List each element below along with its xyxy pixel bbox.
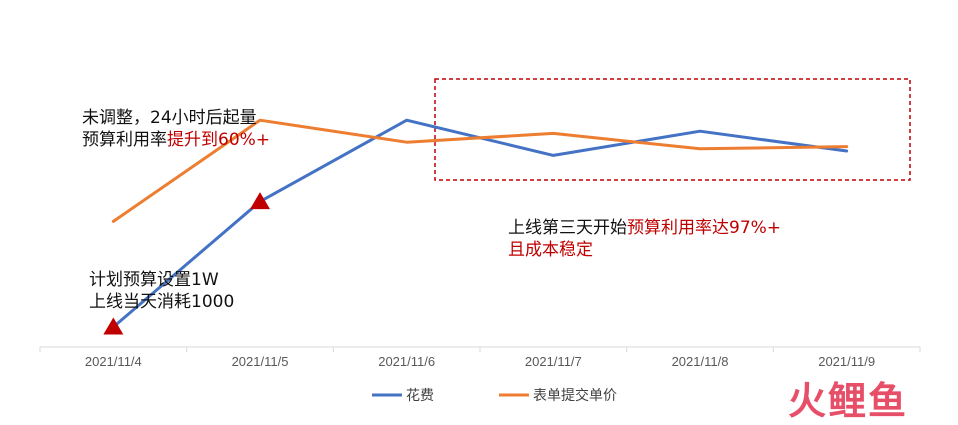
annotation-stable-prefix: 上线第三天开始 [508,218,627,238]
x-tick-label: 2021/11/8 [672,354,729,369]
annotation-ramp-up-line2: 预算利用率提升到60%+ [82,129,270,151]
x-tick-label: 2021/11/9 [818,354,875,369]
annotation-ramp-up-prefix: 预算利用率 [82,130,167,150]
annotation-launch-line2: 上线当天消耗1000 [89,292,235,312]
legend-label: 表单提交单价 [533,387,617,404]
x-tick-label: 2021/11/6 [378,354,435,369]
annotation-stable: 上线第三天开始预算利用率达97%+ 且成本稳定 [508,217,781,261]
x-tick-label: 2021/11/5 [232,354,289,369]
annotation-launch: 计划预算设置1W 上线当天消耗1000 [89,269,234,313]
legend-label: 花费 [406,388,434,404]
watermark-logo: 火鲤鱼 [788,379,909,423]
annotation-stable-line2: 且成本稳定 [508,240,593,260]
highlight-box [434,78,911,181]
annotation-ramp-up-highlight: 提升到60%+ [167,130,271,150]
x-tick-label: 2021/11/7 [525,354,582,369]
annotation-ramp-up: 未调整，24小时后起量 预算利用率提升到60%+ [82,107,270,151]
triangle-marker [250,192,270,210]
annotation-launch-line1: 计划预算设置1W [89,270,219,290]
annotation-ramp-up-line1: 未调整，24小时后起量 [82,108,257,128]
x-tick-label: 2021/11/4 [85,354,142,369]
annotation-stable-line1: 上线第三天开始预算利用率达97%+ [508,217,781,239]
series-line-2 [111,118,849,223]
annotation-stable-highlight: 预算利用率达97%+ [627,218,782,238]
triangle-marker [103,317,124,335]
